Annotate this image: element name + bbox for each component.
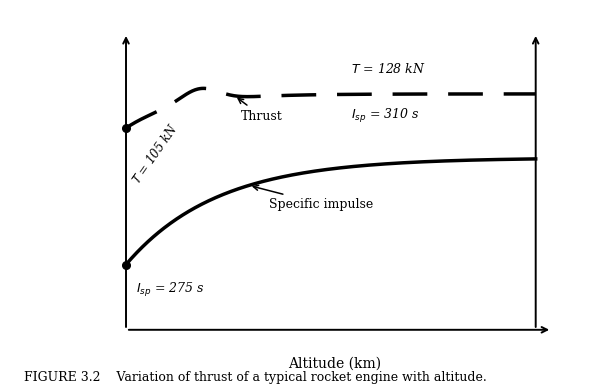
Text: $T$ = 128 kN: $T$ = 128 kN	[351, 62, 426, 76]
Text: Thrust: Thrust	[238, 99, 283, 123]
Text: FIGURE 3.2    Variation of thrust of a typical rocket engine with altitude.: FIGURE 3.2 Variation of thrust of a typi…	[24, 371, 487, 384]
Text: Specific impulse: Specific impulse	[253, 185, 374, 211]
Text: $T$ = 105 kN: $T$ = 105 kN	[129, 121, 181, 187]
Text: $I_{sp}$ = 275 s: $I_{sp}$ = 275 s	[136, 281, 205, 299]
Text: $I_{sp}$ = 310 s: $I_{sp}$ = 310 s	[351, 107, 420, 125]
Text: Altitude (km): Altitude (km)	[289, 357, 381, 371]
